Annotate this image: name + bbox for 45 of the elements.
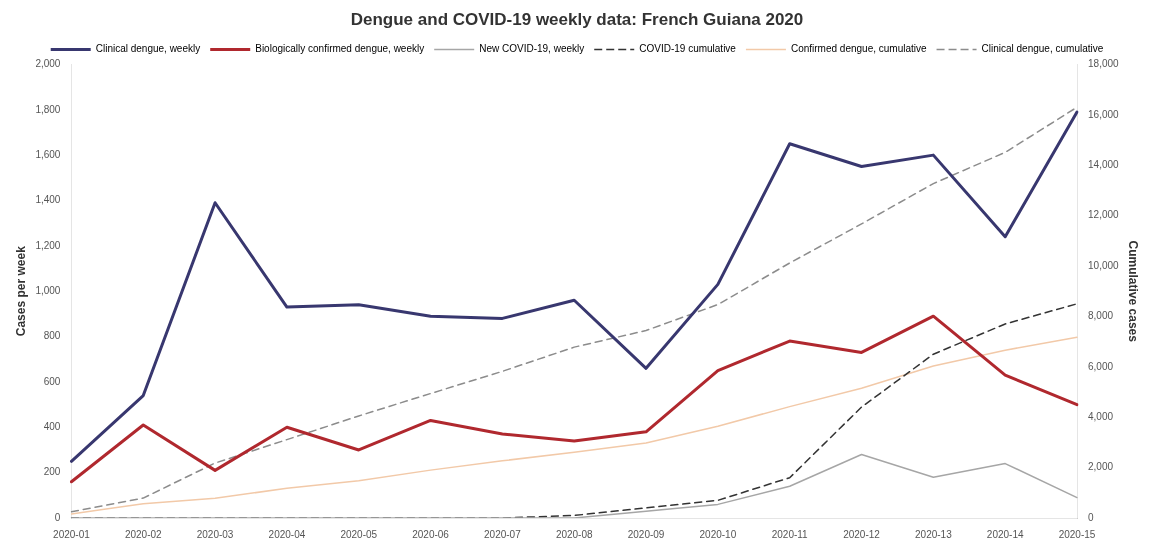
y-tick-label: 1,600: [35, 148, 61, 160]
legend-label: New COVID-19, weekly: [479, 43, 585, 55]
x-tick-label: 2020-07: [484, 528, 522, 540]
y2-tick-label: 16,000: [1088, 108, 1120, 120]
y-tick-label: 1,800: [35, 103, 61, 115]
x-tick-label: 2020-15: [1058, 528, 1096, 540]
legend-label: Clinical dengue, weekly: [95, 43, 201, 55]
y-tick-label: 600: [43, 375, 61, 387]
y-tick-label: 1,000: [35, 284, 61, 296]
y-tick-label: 400: [43, 421, 61, 433]
legend-label: Confirmed dengue, cumulative: [790, 43, 927, 55]
legend-label: COVID-19 cumulative: [639, 43, 737, 55]
y2-tick-label: 4,000: [1088, 410, 1114, 422]
y-tick-label: 1,200: [35, 239, 61, 251]
x-tick-label: 2020-02: [124, 528, 163, 540]
x-tick-label: 2020-13: [915, 528, 953, 540]
y2-tick-label: 14,000: [1088, 158, 1120, 170]
x-tick-label: 2020-11: [771, 528, 809, 540]
y2-tick-label: 0: [1088, 511, 1095, 523]
y-tick-label: 0: [54, 511, 61, 523]
y-tick-label: 2,000: [35, 58, 61, 70]
x-tick-label: 2020-06: [412, 528, 450, 540]
y2-tick-label: 12,000: [1088, 209, 1120, 221]
y2-axis-title: Cumulative cases: [1126, 240, 1141, 343]
legend-label: Clinical dengue, cumulative: [981, 43, 1104, 55]
x-tick-label: 2020-09: [627, 528, 665, 540]
x-tick-label: 2020-14: [986, 528, 1024, 540]
y2-tick-label: 18,000: [1088, 58, 1120, 70]
y-tick-label: 200: [43, 466, 61, 478]
x-tick-label: 2020-04: [268, 528, 306, 540]
x-tick-label: 2020-12: [843, 528, 881, 540]
y2-tick-label: 10,000: [1088, 259, 1120, 271]
legend-label: Biologically confirmed dengue, weekly: [255, 43, 425, 55]
chart-title: Dengue and COVID-19 weekly data: French Guiana 2020: [350, 9, 804, 29]
y-tick-label: 1,400: [35, 194, 61, 206]
y2-tick-label: 2,000: [1088, 461, 1114, 473]
x-tick-label: 2020-05: [340, 528, 378, 540]
y2-tick-label: 8,000: [1088, 310, 1114, 322]
y-axis-title: Cases per week: [13, 245, 28, 337]
x-tick-label: 2020-03: [196, 528, 234, 540]
x-tick-label: 2020-10: [699, 528, 737, 540]
x-tick-label: 2020-08: [555, 528, 594, 540]
y-tick-label: 800: [43, 330, 61, 342]
y2-tick-label: 6,000: [1088, 360, 1114, 372]
x-tick-label: 2020-01: [53, 528, 91, 540]
